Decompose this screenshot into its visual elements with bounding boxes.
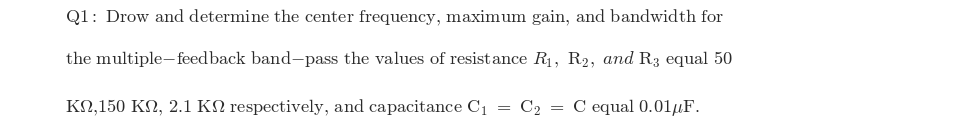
Text: $\rm{the\ multiple{-}feedback\ band{-}pass\ the\ values\ of\ resistance\ }$$R_1\: $\rm{the\ multiple{-}feedback\ band{-}pa…	[65, 50, 733, 70]
Text: $\rm{K\Omega{,}150\ K\Omega{,}\ 2.1\ K\Omega\ respectively{,}\ and\ capacitance\: $\rm{K\Omega{,}150\ K\Omega{,}\ 2.1\ K\O…	[65, 97, 700, 118]
Text: $\rm{Q1{:}\ Drow\ and\ determine\ the\ center\ frequency{,}\ maximum\ gain{,}\ a: $\rm{Q1{:}\ Drow\ and\ determine\ the\ c…	[65, 8, 724, 28]
